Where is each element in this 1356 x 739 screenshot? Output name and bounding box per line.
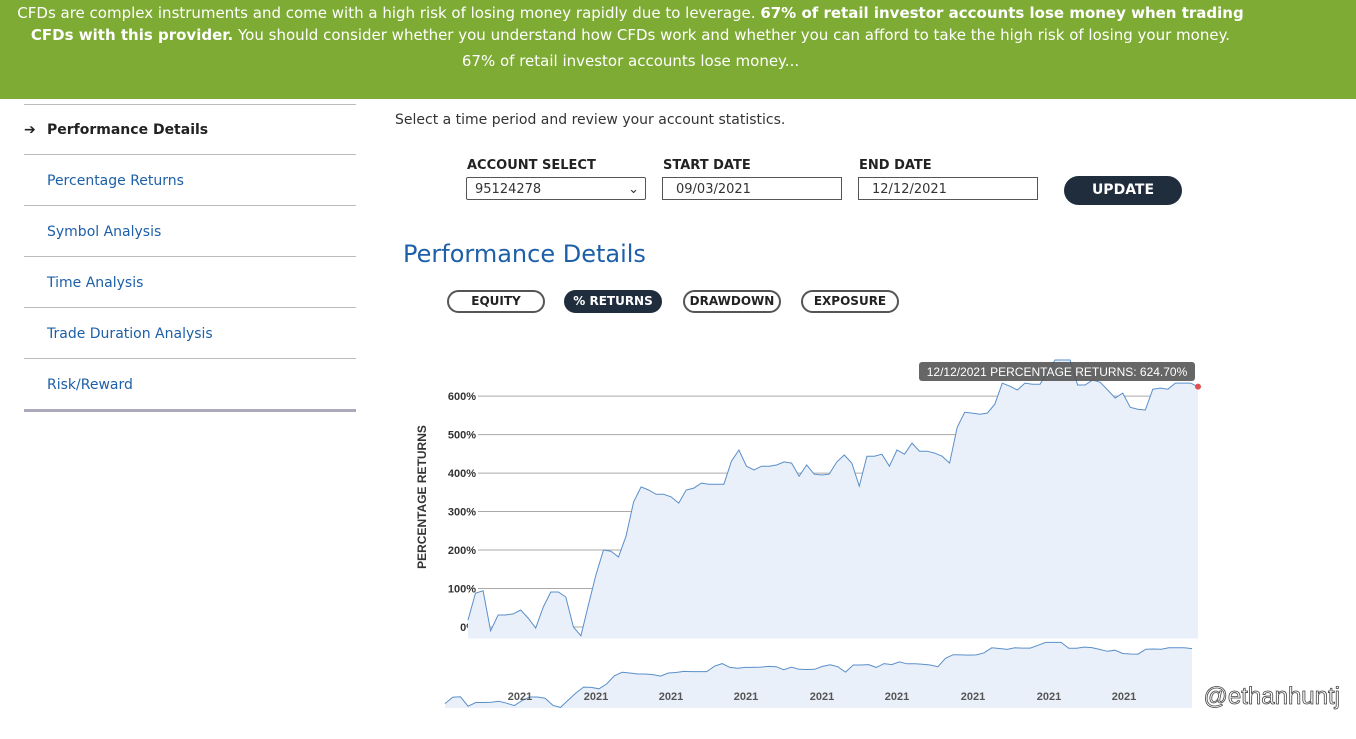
- label: ACCOUNT SELECT: [467, 158, 596, 173]
- sidebar-item[interactable]: Symbol Analysis: [24, 207, 356, 257]
- y-tick-label: 600%: [448, 391, 476, 403]
- navigator-label: 2021: [885, 691, 909, 703]
- navigator-label: 2021: [659, 691, 683, 703]
- sidebar-top: [24, 104, 356, 105]
- sidebar-item[interactable]: Percentage Returns: [24, 156, 356, 206]
- label: START DATE: [663, 158, 751, 173]
- y-tick-label: 100%: [448, 583, 476, 595]
- banner-bold: 67% of retail investor accounts lose mon…: [30, 4, 1244, 44]
- heading: Performance Details: [403, 240, 646, 268]
- y-tick-label: 400%: [448, 468, 476, 480]
- sidebar-item[interactable]: Trade Duration Analysis: [24, 309, 356, 359]
- sidebar-item[interactable]: Performance Details ➔: [24, 105, 356, 155]
- tooltip: 12/12/2021 PERCENTAGE RETURNS: 624.70%: [927, 365, 1188, 379]
- arrow: ➔: [24, 122, 36, 138]
- y-tick-label: 500%: [448, 430, 476, 442]
- tab[interactable]: DRAWDOWN: [683, 290, 781, 313]
- navigator-label: 2021: [961, 691, 985, 703]
- start-date[interactable]: 09/03/2021: [662, 177, 842, 200]
- chevron: ⌄: [628, 182, 639, 197]
- banner-summary: 67% of retail investor accounts lose mon…: [461, 52, 800, 70]
- area: [468, 360, 1198, 639]
- account-select[interactable]: 95124278 ⌄: [466, 177, 646, 200]
- tab[interactable]: EXPOSURE: [801, 290, 899, 313]
- end-date[interactable]: 12/12/2021: [858, 177, 1038, 200]
- navigator-label: 2021: [508, 691, 532, 703]
- watermark: @ethanhuntj: [1204, 683, 1340, 710]
- sidebar-end: [24, 409, 356, 412]
- y-axis-label: PERCENTAGE RETURNS: [415, 425, 429, 569]
- navigator-label: 2021: [1112, 691, 1136, 703]
- tooltip-box: [919, 362, 1195, 381]
- navigator-line: [444, 641, 1193, 708]
- navigator-area: [445, 642, 1192, 708]
- tab[interactable]: EQUITY: [447, 290, 545, 313]
- banner-text: CFDs are complex instruments and come wi…: [17, 4, 756, 22]
- last-point: [1195, 383, 1201, 390]
- update-button[interactable]: UPDATE: [1064, 176, 1182, 205]
- label: END DATE: [859, 158, 932, 173]
- banner-text: You should consider whether you understa…: [238, 25, 1231, 44]
- y-tick-label: 200%: [448, 545, 476, 557]
- navigator-label: 2021: [810, 691, 834, 703]
- tab[interactable]: % RETURNS: [564, 290, 662, 313]
- intro: Select a time period and review your acc…: [395, 112, 786, 128]
- navigator-label: 2021: [1037, 691, 1061, 703]
- y-tick-label: 300%: [448, 507, 476, 519]
- navigator-label: 2021: [584, 691, 608, 703]
- navigator-label: 2021: [734, 691, 758, 703]
- value: 95124278: [475, 182, 542, 197]
- sidebar-item[interactable]: Time Analysis: [24, 258, 356, 308]
- risk-banner: CFDs are complex instruments and come wi…: [0, 0, 1356, 99]
